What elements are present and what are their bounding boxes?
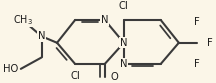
Text: N: N bbox=[38, 31, 45, 41]
Text: F: F bbox=[194, 59, 200, 69]
Text: CH$_3$: CH$_3$ bbox=[13, 13, 32, 27]
Text: HO: HO bbox=[3, 64, 19, 74]
Text: N: N bbox=[120, 38, 128, 48]
Text: F: F bbox=[194, 17, 200, 27]
Text: O: O bbox=[110, 72, 118, 82]
Text: Cl: Cl bbox=[119, 1, 129, 11]
Text: N: N bbox=[101, 15, 108, 25]
Text: Cl: Cl bbox=[70, 71, 80, 81]
Text: F: F bbox=[207, 38, 212, 48]
Text: N: N bbox=[120, 59, 128, 69]
